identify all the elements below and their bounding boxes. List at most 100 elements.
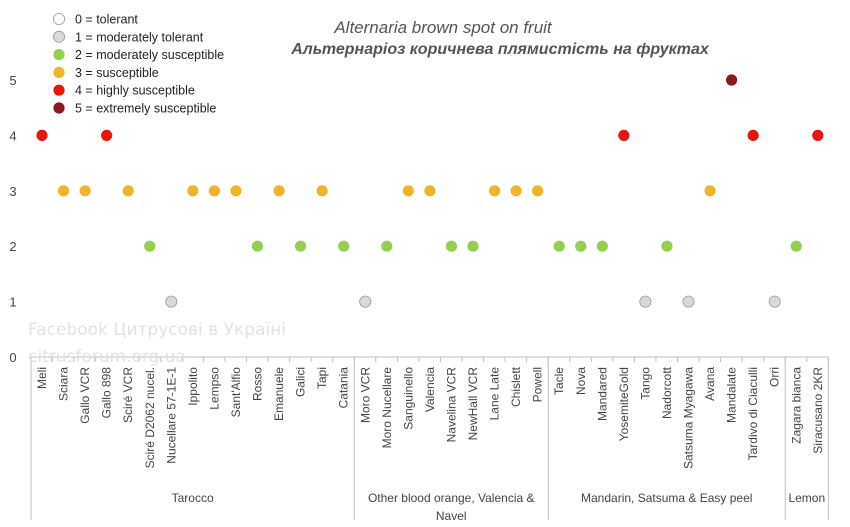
group-label: Lemon xyxy=(788,491,825,505)
data-point xyxy=(618,129,630,141)
data-point xyxy=(122,185,134,197)
x-tick-label: Gallo VCR xyxy=(78,367,92,424)
data-point xyxy=(101,129,113,141)
data-point xyxy=(682,295,695,308)
x-tick-label: Gallo 898 xyxy=(100,367,114,419)
x-tick-label: Zagara bianca xyxy=(789,367,803,444)
category-groups: Tarocco Other blood orange, Valencia & Nav… xyxy=(172,491,826,523)
x-tick-label: Sciara xyxy=(57,367,71,401)
watermark-facebook: Facebook Цитрусові в Україні xyxy=(28,320,286,340)
y-tick-label: 1 xyxy=(9,295,16,310)
data-point xyxy=(747,129,759,141)
chart-legend: 0 = tolerant 1 = moderately tolerant 2 = m… xyxy=(53,13,224,116)
legend-marker xyxy=(53,102,65,114)
legend-label: 0 = tolerant xyxy=(75,13,138,27)
x-tick-label: Siracusano 2KR xyxy=(811,367,825,454)
data-point xyxy=(79,185,91,197)
data-point xyxy=(187,185,199,197)
x-tick-labels: Meli Sciara Gallo VCR Gallo 898 Sciré VCR Sci… xyxy=(35,366,825,469)
x-tick-label: Lempso xyxy=(207,367,221,410)
y-tick-label: 0 xyxy=(9,350,16,365)
x-tick-label: Navelina VCR xyxy=(444,367,458,443)
x-tick-label: Moro Nucellare xyxy=(380,367,394,449)
x-tick-label: Avana xyxy=(703,367,717,401)
x-tick-label: Sciré VCR xyxy=(121,367,135,423)
x-tick-label: Ippolito xyxy=(186,367,200,406)
y-tick-label: 2 xyxy=(9,239,16,254)
y-tick-label: 4 xyxy=(9,128,16,143)
x-tick-label: NewHall VCR xyxy=(466,367,480,441)
data-point xyxy=(57,185,70,197)
data-point xyxy=(295,240,307,252)
data-point xyxy=(165,295,178,308)
data-point xyxy=(553,240,565,252)
data-point xyxy=(661,240,673,252)
x-tick-label: Sant'Alfio xyxy=(229,367,243,418)
data-point xyxy=(424,185,436,197)
x-tick-label: Rosso xyxy=(251,367,265,401)
x-tick-label: Orri xyxy=(768,367,782,387)
x-tick-label: Catania xyxy=(337,367,351,409)
data-point xyxy=(316,185,328,197)
data-point xyxy=(36,129,48,141)
x-tick-label: Moro VCR xyxy=(358,367,372,423)
y-tick-label: 5 xyxy=(9,73,16,88)
x-tick-label: Meli xyxy=(35,367,49,389)
data-point xyxy=(251,240,264,252)
data-point xyxy=(596,240,608,252)
x-tick-label: Valencia xyxy=(423,367,437,412)
legend-label: 2 = moderately susceptible xyxy=(75,48,224,62)
legend-marker xyxy=(53,12,66,25)
x-tick-label: YosemiteGold xyxy=(617,367,631,441)
data-point xyxy=(768,295,781,308)
x-tick-label: Satsuma Myagawa xyxy=(682,367,696,469)
data-point xyxy=(144,240,156,252)
x-tick-label: Sanguinello xyxy=(401,367,415,430)
data-point xyxy=(575,240,587,252)
data-point xyxy=(812,129,824,141)
y-tick-labels: 0 1 2 3 4 5 xyxy=(9,73,16,365)
data-point xyxy=(338,240,350,252)
data-point xyxy=(402,185,414,197)
data-points xyxy=(36,74,824,308)
watermark-site: citrusforum.org.ua xyxy=(28,347,186,367)
data-point xyxy=(445,240,458,252)
chart-subtitle: Альтернаріоз коричнева плямистість на фр… xyxy=(290,41,710,58)
group-label: Tarocco xyxy=(172,491,214,505)
x-tick-label: Emanuele xyxy=(272,367,286,421)
x-tick-label: Mandared xyxy=(595,367,609,421)
x-tick-label: Lane Late xyxy=(488,367,502,421)
x-tick-label: Mandalate xyxy=(725,367,739,423)
legend-label: 3 = susceptible xyxy=(75,66,159,80)
data-point xyxy=(467,240,479,252)
x-tick-label: Sciré D2062 nucel. xyxy=(143,367,157,468)
x-tick-label: Nadorcott xyxy=(660,366,674,419)
data-point xyxy=(488,185,501,197)
data-point xyxy=(208,185,220,197)
legend-label: 1 = moderately tolerant xyxy=(75,30,204,44)
data-point xyxy=(704,185,716,197)
legend-marker xyxy=(53,66,65,78)
data-point xyxy=(381,240,393,252)
data-point xyxy=(273,185,285,197)
x-tick-label: Nucellare 57-1E-1 xyxy=(164,367,178,464)
legend-marker xyxy=(53,30,66,43)
x-tick-label: Powell xyxy=(531,367,545,402)
data-point xyxy=(726,74,738,86)
legend-label: 4 = highly susceptible xyxy=(75,84,195,98)
x-tick-label: Chislett xyxy=(509,366,523,407)
chart-axes xyxy=(30,356,829,520)
data-point xyxy=(359,295,372,308)
x-tick-label: Tapi xyxy=(315,367,329,389)
x-tick-label: Tardivo di Ciaculli xyxy=(746,367,760,460)
data-point xyxy=(639,295,652,308)
legend-marker xyxy=(53,49,65,61)
data-point xyxy=(510,185,522,197)
data-point xyxy=(230,185,242,197)
y-tick-label: 3 xyxy=(9,184,16,199)
x-tick-label: Tango xyxy=(638,367,652,400)
x-tick-label: Galici xyxy=(294,367,308,397)
chart-title: Alternaria brown spot on fruit xyxy=(333,18,553,37)
group-label: Mandarin, Satsuma & Easy peel xyxy=(581,491,752,505)
